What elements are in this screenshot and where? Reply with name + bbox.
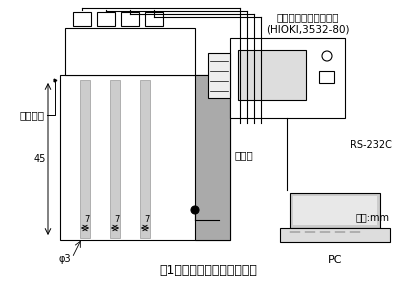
- Bar: [290, 193, 380, 228]
- Bar: [140, 80, 150, 238]
- Bar: [293, 196, 377, 225]
- Bar: [195, 75, 230, 240]
- Bar: [60, 75, 230, 240]
- Bar: [280, 228, 390, 242]
- Bar: [230, 38, 345, 118]
- Circle shape: [191, 206, 199, 214]
- Bar: [208, 53, 230, 98]
- Text: φ3: φ3: [59, 254, 71, 264]
- Text: PC: PC: [328, 255, 342, 265]
- Text: インピーダンスメータ: インピーダンスメータ: [276, 12, 339, 22]
- Bar: [121, 12, 139, 26]
- Bar: [73, 12, 91, 26]
- Text: 7: 7: [144, 215, 150, 225]
- Text: 7: 7: [84, 215, 90, 225]
- Text: 45: 45: [34, 154, 46, 164]
- Bar: [97, 12, 115, 26]
- Bar: [145, 12, 163, 26]
- Circle shape: [322, 51, 332, 61]
- Text: RS-232C: RS-232C: [350, 140, 392, 150]
- Text: 7: 7: [114, 215, 120, 225]
- Text: 単位:mm: 単位:mm: [356, 212, 390, 222]
- Text: 図1　電気的特性の計測装置: 図1 電気的特性の計測装置: [159, 263, 257, 277]
- Text: ガラス板: ガラス板: [20, 110, 45, 120]
- Text: (HIOKI,3532-80): (HIOKI,3532-80): [266, 24, 349, 34]
- Text: アルミ: アルミ: [235, 150, 254, 160]
- Bar: [319, 71, 334, 83]
- Bar: [65, 28, 195, 75]
- Bar: [110, 80, 120, 238]
- Bar: [80, 80, 90, 238]
- Bar: [238, 50, 306, 100]
